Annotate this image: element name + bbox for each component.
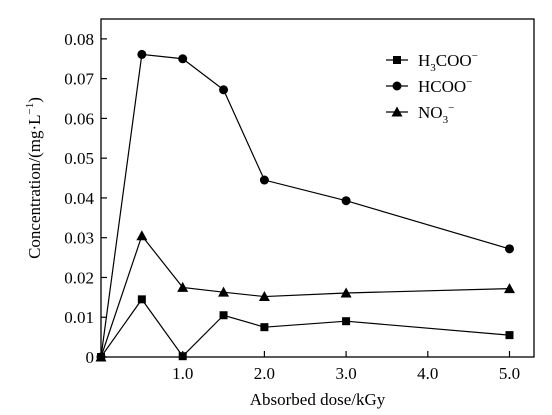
y-tick-label: 0.08 bbox=[64, 30, 94, 49]
data-point-no3 bbox=[177, 281, 189, 292]
legend-marker-no3 bbox=[391, 106, 403, 117]
data-point-hcoo bbox=[137, 49, 147, 59]
series-line-no3 bbox=[100, 234, 510, 358]
data-point-no3 bbox=[503, 283, 515, 294]
data-point-no3 bbox=[340, 287, 352, 298]
data-point-no3 bbox=[95, 351, 107, 362]
data-point-hcoo bbox=[341, 196, 351, 206]
legend-label-part: HCOO bbox=[418, 77, 466, 96]
data-point-h3coo bbox=[260, 323, 269, 332]
series-line-h3coo bbox=[100, 298, 510, 358]
data-point-h3coo bbox=[342, 317, 351, 326]
data-point-hcoo bbox=[504, 244, 514, 254]
data-point-no3 bbox=[136, 230, 148, 241]
y-axis-label-main: Concentration/(mg·L bbox=[25, 114, 44, 258]
x-tick-label: 2.0 bbox=[254, 364, 275, 383]
legend-marker-hcoo bbox=[392, 81, 402, 91]
y-axis-label: Concentration/(mg·L−1) bbox=[24, 97, 44, 259]
data-point-hcoo bbox=[219, 85, 229, 95]
data-point-h3coo bbox=[219, 311, 228, 320]
legend-label-no3: NO3− bbox=[418, 102, 454, 126]
y-tick-label: 0.02 bbox=[64, 268, 94, 287]
data-point-h3coo bbox=[178, 352, 187, 361]
legend-label-part: H bbox=[418, 51, 430, 70]
plot-frame bbox=[100, 18, 535, 358]
legend-label-part: 3 bbox=[443, 114, 449, 126]
data-point-no3 bbox=[258, 291, 270, 302]
data-point-hcoo bbox=[259, 175, 269, 185]
legend-label-part: 3 bbox=[430, 62, 436, 74]
data-point-h3coo bbox=[505, 331, 514, 340]
x-tick-label: 5.0 bbox=[499, 364, 520, 383]
y-tick-label: 0.01 bbox=[64, 308, 94, 327]
legend-marker-h3coo bbox=[393, 56, 401, 64]
x-tick-label: 3.0 bbox=[335, 364, 356, 383]
y-axis-label-close: ) bbox=[25, 97, 44, 103]
data-point-h3coo bbox=[137, 295, 146, 304]
y-tick-label: 0 bbox=[86, 348, 95, 367]
legend-label-part: NO bbox=[418, 103, 443, 122]
y-axis-label-superscript: −1 bbox=[24, 103, 36, 115]
legend-label-part: − bbox=[466, 76, 472, 88]
legend-label-h3coo: H3COO− bbox=[418, 50, 478, 74]
x-tick-label: 4.0 bbox=[417, 364, 438, 383]
series-line-hcoo bbox=[100, 53, 510, 358]
legend-label-part: COO bbox=[436, 51, 472, 70]
x-axis-label: Absorbed dose/kGy bbox=[250, 390, 386, 409]
legend-label-part: − bbox=[472, 50, 478, 62]
y-tick-label: 0.03 bbox=[64, 229, 94, 248]
y-tick-label: 0.04 bbox=[64, 189, 94, 208]
legend-label-hcoo: HCOO− bbox=[418, 76, 472, 96]
data-point-hcoo bbox=[178, 54, 188, 64]
y-tick-label: 0.06 bbox=[64, 109, 94, 128]
y-tick-label: 0.05 bbox=[64, 149, 94, 168]
data-point-no3 bbox=[218, 286, 230, 297]
y-tick-label: 0.07 bbox=[64, 70, 94, 89]
legend-label-part: − bbox=[448, 102, 454, 114]
x-tick-label: 1.0 bbox=[172, 364, 193, 383]
